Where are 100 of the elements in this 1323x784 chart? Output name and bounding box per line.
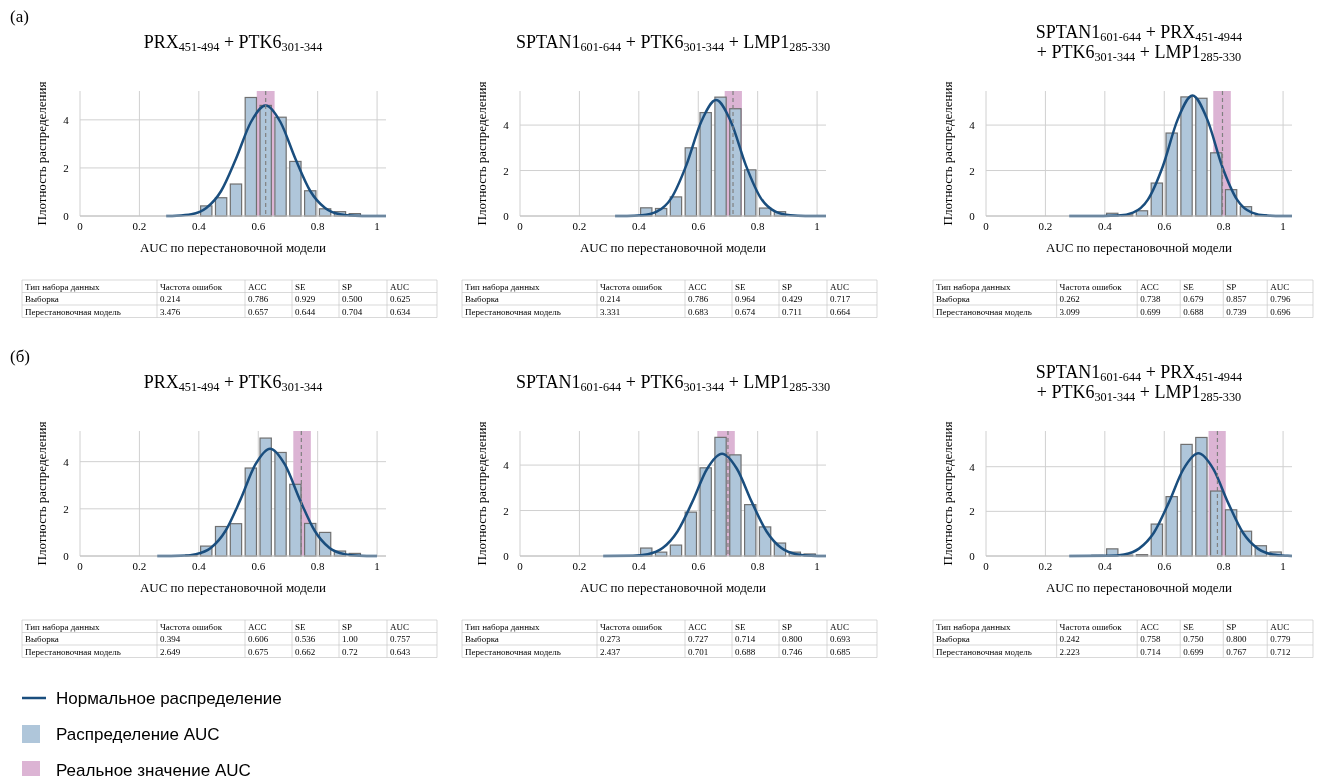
text: 0.674 <box>735 306 756 317</box>
text: 0.857 <box>1226 294 1248 304</box>
x-tick-label: 0 <box>77 220 84 232</box>
text: 0.675 <box>248 646 269 657</box>
text: 0.693 <box>830 634 851 644</box>
text: 0.699 <box>1140 306 1161 317</box>
x-tick-label: 0.4 <box>631 560 647 572</box>
text: Частота ошибок <box>600 281 663 292</box>
y-tick-label: 0 <box>63 210 70 222</box>
y-tick-label: 4 <box>969 460 976 473</box>
y-tick-label: 4 <box>503 119 510 132</box>
x-tick-label: 1 <box>814 560 820 572</box>
x-tick-label: 0.6 <box>1157 560 1172 572</box>
text: 0.704 <box>342 306 363 317</box>
chart-title: SPTAN1$_{601-644}$ + PTK6$_{301-344}$ + LMP1$_{285-330}$ <box>515 372 831 394</box>
text: AUC <box>1270 621 1290 632</box>
text: 0.262 <box>1059 294 1080 304</box>
x-tick-label: 0.6 <box>251 560 266 572</box>
text: 3.099 <box>1059 306 1081 317</box>
text: AUC <box>830 281 850 292</box>
text: Частота ошибок <box>1059 621 1123 632</box>
y-axis-title: Плотность распределения <box>940 81 955 226</box>
text: Перестановочная модель <box>25 646 121 657</box>
text: Тип набора данных <box>465 281 541 292</box>
text: 0.711 <box>782 306 802 317</box>
text: SP <box>782 281 793 292</box>
x-tick-label: 0.8 <box>1216 220 1232 232</box>
x-tick-label: 0 <box>983 560 990 572</box>
x-tick-label: 0.8 <box>310 220 326 232</box>
x-tick-label: 1 <box>1280 560 1286 572</box>
text: 0.779 <box>1270 634 1291 644</box>
x-tick-label: 0.4 <box>1097 220 1113 232</box>
text: (б) <box>10 347 30 366</box>
text: Тип набора данных <box>25 281 101 292</box>
text: 0.657 <box>248 306 269 317</box>
text: 0.701 <box>688 646 709 657</box>
x-tick-label: 0.4 <box>1097 560 1113 572</box>
text: 0.606 <box>248 634 269 644</box>
text: 0.800 <box>1226 634 1248 644</box>
chart-title: SPTAN1$_{601-644}$ + PRX$_{451-4944}$ + PTK6$_{301-344}$ + LMP1$_{285-330}$ <box>1035 362 1243 404</box>
chart-title: PRX$_{451-494}$ + PTK6$_{301-344}$ <box>143 32 323 54</box>
x-tick-label: 0 <box>517 220 524 232</box>
text: 0.429 <box>782 294 803 304</box>
text: 0.679 <box>1183 294 1204 304</box>
y-tick-label: 0 <box>503 210 510 222</box>
text: 0.644 <box>295 306 316 317</box>
text: SP <box>1226 621 1237 632</box>
chart-title: SPTAN1$_{601-644}$ + PTK6$_{301-344}$ + LMP1$_{285-330}$ <box>515 32 831 54</box>
text: SE <box>735 621 747 632</box>
text: 0.964 <box>735 294 756 304</box>
y-tick-label: 4 <box>63 455 70 468</box>
y-tick-label: 0 <box>969 550 976 562</box>
text: 0.800 <box>782 634 803 644</box>
text: ACC <box>688 621 707 632</box>
y-tick-label: 4 <box>63 113 70 126</box>
x-tick-label: 0.8 <box>750 220 766 232</box>
x-tick-label: 0.2 <box>572 220 587 232</box>
text: SE <box>1183 281 1195 292</box>
text: 3.331 <box>600 306 621 317</box>
x-tick-label: 1 <box>814 220 820 232</box>
text: 0.699 <box>1183 646 1204 657</box>
text: ACC <box>248 621 267 632</box>
x-tick-label: 0.6 <box>251 220 266 232</box>
text: 2.223 <box>1059 646 1081 657</box>
text: 0.214 <box>160 294 181 304</box>
text: SE <box>295 281 307 292</box>
text: AUC <box>830 621 850 632</box>
x-tick-label: 0.2 <box>1038 220 1053 232</box>
y-tick-label: 0 <box>503 550 510 562</box>
text: Частота ошибок <box>1059 281 1123 292</box>
text: SP <box>342 621 353 632</box>
text: Частота ошибок <box>160 281 223 292</box>
text: 0.685 <box>830 646 851 657</box>
x-tick-label: 0.6 <box>691 560 706 572</box>
text: 1.00 <box>342 634 359 644</box>
text: 0.688 <box>735 646 756 657</box>
x-axis-title: AUC по перестановочной модели <box>1045 580 1233 595</box>
text: 2.649 <box>160 646 181 657</box>
text: SE <box>1183 621 1195 632</box>
text: 0.696 <box>1270 306 1291 317</box>
x-tick-label: 0.6 <box>1157 220 1172 232</box>
text: 0.746 <box>782 646 803 657</box>
text: 0.767 <box>1226 646 1248 657</box>
text: 0.717 <box>830 294 851 304</box>
x-tick-label: 0 <box>983 220 990 232</box>
text: Перестановочная модель <box>936 306 1032 317</box>
y-axis-title: Плотность распределения <box>34 81 49 226</box>
text: ACC <box>248 281 267 292</box>
x-tick-label: 1 <box>374 220 380 232</box>
x-tick-label: 0.4 <box>191 560 207 572</box>
legend-label: Нормальное распределение <box>56 689 282 708</box>
x-tick-label: 0.2 <box>132 560 147 572</box>
y-axis-title: Плотность распределения <box>940 421 955 566</box>
text: Тип набора данных <box>936 281 1012 292</box>
x-tick-label: 0 <box>77 560 84 572</box>
y-tick-label: 0 <box>969 210 976 222</box>
text: 0.662 <box>295 646 316 657</box>
x-tick-label: 0.6 <box>691 220 706 232</box>
x-tick-label: 0.8 <box>1216 560 1232 572</box>
text: 0.214 <box>600 294 621 304</box>
